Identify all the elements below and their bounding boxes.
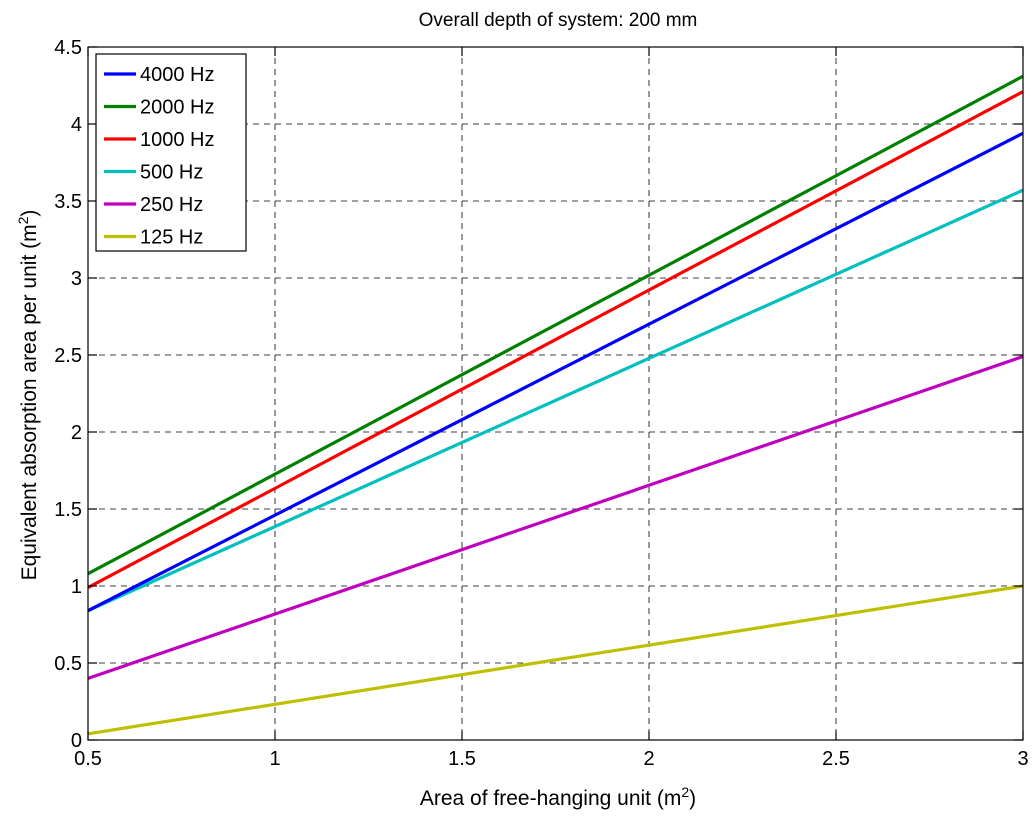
y-axis-label: Equivalent absorption area per unit (m2)	[15, 210, 41, 581]
y-axis-label-tail: )	[18, 210, 41, 217]
legend-label: 250 Hz	[140, 194, 203, 216]
legend-label: 2000 Hz	[140, 97, 215, 119]
y-tick-labels: 0 0.5 1 1.5 2 2.5 3 3.5 4 4.5	[54, 37, 82, 752]
plot-area-frame	[87, 46, 1024, 741]
x-axis-label-text: Area of free-hanging unit (m	[420, 787, 681, 810]
legend-box	[95, 53, 247, 252]
y-axis-label-sup: 2	[15, 216, 31, 224]
x-axis-label: Area of free-hanging unit (m2)	[420, 784, 696, 810]
legend-label: 1000 Hz	[140, 129, 215, 151]
y-tick-label: 3	[71, 268, 82, 290]
y-tick-label: 1	[71, 576, 82, 598]
series-line	[87, 188, 1024, 613]
y-tick-label: 2	[71, 422, 82, 444]
y-axis-label-text: Equivalent absorption area per unit (m	[18, 224, 41, 580]
series-lines	[87, 74, 1024, 736]
x-tick-label: 3	[1017, 748, 1028, 770]
x-axis-label-sup: 2	[681, 784, 689, 800]
x-tick-label: 1	[269, 748, 280, 770]
x-tick-labels: 0.5 1 1.5 2 2.5 3	[74, 748, 1028, 770]
legend-label: 4000 Hz	[140, 64, 215, 86]
x-tick-label: 2.5	[822, 748, 850, 770]
y-tick-label: 4.5	[54, 37, 82, 59]
legend-label: 500 Hz	[140, 162, 203, 184]
series-line	[87, 584, 1024, 736]
y-tick-label: 3.5	[54, 191, 82, 213]
x-tick-label: 2	[643, 748, 654, 770]
y-tick-label: 1.5	[54, 499, 82, 521]
series-line	[87, 131, 1024, 613]
y-tick-label: 0.5	[54, 653, 82, 675]
y-tick-label: 2.5	[54, 345, 82, 367]
y-tick-label: 0	[71, 730, 82, 752]
x-axis-label-tail: )	[689, 787, 696, 810]
legend: 4000 Hz 2000 Hz 1000 Hz 500 Hz 250 Hz 125 Hz	[95, 53, 247, 252]
series-line	[87, 355, 1024, 680]
legend-label: 125 Hz	[140, 227, 203, 249]
x-tick-label: 1.5	[448, 748, 476, 770]
series-line	[87, 90, 1024, 589]
chart-title: Overall depth of system: 200 mm	[419, 10, 698, 31]
axis-ticks	[87, 46, 1024, 741]
x-tick-label: 0.5	[74, 748, 102, 770]
y-tick-label: 4	[71, 114, 82, 136]
series-line	[87, 74, 1024, 576]
